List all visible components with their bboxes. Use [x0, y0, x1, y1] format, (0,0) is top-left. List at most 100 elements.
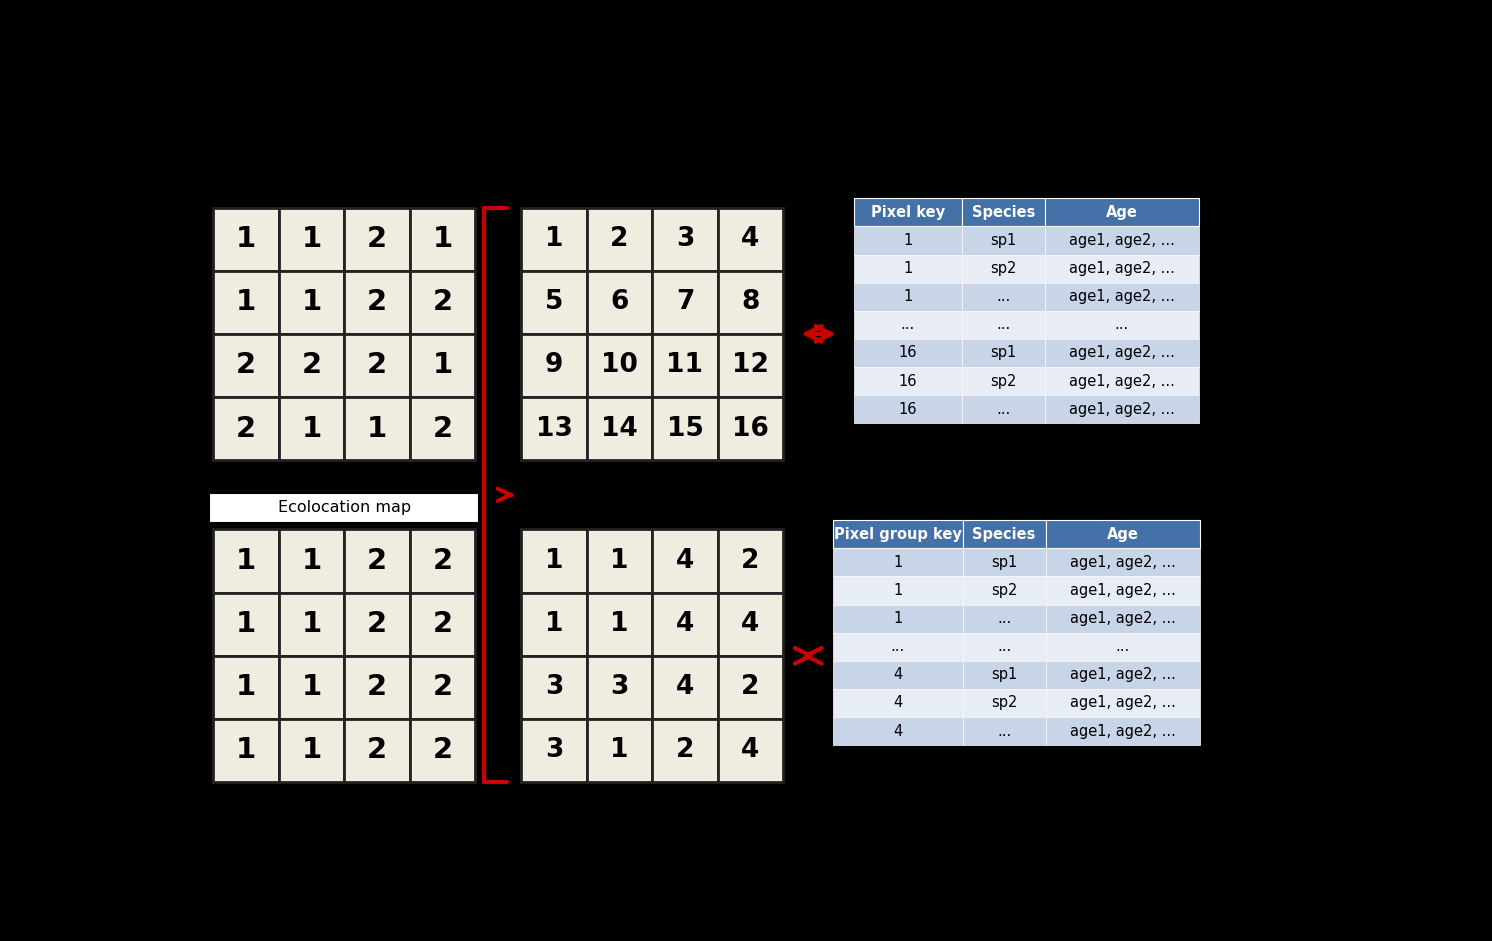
Bar: [962, 520, 1046, 549]
Bar: [833, 632, 962, 661]
Bar: [718, 208, 783, 271]
Bar: [962, 717, 1046, 745]
Bar: [853, 339, 962, 367]
Bar: [853, 282, 962, 311]
Text: 2: 2: [301, 352, 322, 379]
Text: 1: 1: [894, 611, 903, 626]
Text: 2: 2: [433, 610, 452, 638]
Text: 1: 1: [236, 288, 257, 316]
Bar: [213, 530, 279, 593]
Bar: [962, 604, 1046, 632]
Text: 4: 4: [742, 738, 759, 763]
Bar: [345, 397, 410, 460]
Text: ...: ...: [997, 402, 1010, 417]
Bar: [962, 339, 1044, 367]
Text: 2: 2: [433, 415, 452, 442]
Bar: [345, 656, 410, 719]
Bar: [410, 334, 474, 397]
Bar: [1044, 227, 1200, 255]
Bar: [586, 719, 652, 782]
Bar: [652, 397, 718, 460]
Bar: [962, 549, 1046, 577]
Text: 16: 16: [898, 402, 918, 417]
Bar: [213, 719, 279, 782]
Bar: [833, 604, 962, 632]
Bar: [1046, 549, 1200, 577]
Text: Pixel key: Pixel key: [871, 205, 944, 220]
Bar: [1044, 367, 1200, 395]
Bar: [345, 334, 410, 397]
Bar: [853, 255, 962, 282]
Text: 4: 4: [894, 724, 903, 739]
Text: ...: ...: [997, 639, 1012, 654]
Bar: [213, 334, 279, 397]
Text: age1, age2, ...: age1, age2, ...: [1068, 374, 1174, 389]
Bar: [586, 271, 652, 334]
Bar: [213, 593, 279, 656]
Bar: [213, 208, 279, 271]
Bar: [1044, 339, 1200, 367]
Bar: [718, 397, 783, 460]
Text: Species: Species: [973, 527, 1035, 542]
Bar: [962, 689, 1046, 717]
Text: 2: 2: [367, 674, 386, 701]
Text: 1: 1: [545, 612, 564, 637]
Text: 2: 2: [433, 288, 452, 316]
Text: 4: 4: [742, 226, 759, 252]
Bar: [279, 397, 345, 460]
Text: sp2: sp2: [991, 695, 1018, 710]
Text: 1: 1: [236, 737, 257, 764]
Bar: [410, 397, 474, 460]
Text: 1: 1: [301, 288, 322, 316]
Text: 12: 12: [733, 353, 768, 378]
Bar: [1044, 395, 1200, 423]
Bar: [652, 334, 718, 397]
Text: 1: 1: [894, 555, 903, 570]
Bar: [718, 593, 783, 656]
Bar: [652, 656, 718, 719]
Text: 2: 2: [236, 352, 257, 379]
Bar: [521, 656, 586, 719]
Bar: [345, 719, 410, 782]
Bar: [410, 530, 474, 593]
Text: age1, age2, ...: age1, age2, ...: [1070, 555, 1176, 570]
Text: 2: 2: [433, 547, 452, 575]
Text: ...: ...: [997, 724, 1012, 739]
Text: ...: ...: [997, 317, 1010, 332]
Bar: [410, 208, 474, 271]
Bar: [833, 577, 962, 604]
Text: 1: 1: [903, 233, 913, 248]
Text: 3: 3: [610, 675, 628, 700]
Bar: [652, 719, 718, 782]
Bar: [833, 717, 962, 745]
Bar: [853, 367, 962, 395]
Bar: [279, 656, 345, 719]
Bar: [1046, 717, 1200, 745]
Text: Age: Age: [1107, 527, 1138, 542]
Text: 3: 3: [545, 738, 564, 763]
Text: 16: 16: [898, 345, 918, 360]
Text: sp1: sp1: [991, 555, 1018, 570]
Text: 1: 1: [236, 674, 257, 701]
Text: 3: 3: [676, 226, 694, 252]
Text: 9: 9: [545, 353, 564, 378]
Text: 1: 1: [236, 610, 257, 638]
Text: sp1: sp1: [991, 345, 1016, 360]
Bar: [718, 334, 783, 397]
Bar: [410, 271, 474, 334]
Bar: [1046, 577, 1200, 604]
Text: 13: 13: [536, 416, 573, 441]
Text: 16: 16: [898, 374, 918, 389]
Text: Ecolocation map: Ecolocation map: [278, 501, 410, 516]
Bar: [279, 334, 345, 397]
Text: 2: 2: [676, 738, 694, 763]
Text: ...: ...: [1115, 317, 1129, 332]
Bar: [521, 530, 586, 593]
Bar: [833, 661, 962, 689]
Text: Pixel group key: Pixel group key: [834, 527, 962, 542]
Bar: [1044, 311, 1200, 339]
Bar: [279, 271, 345, 334]
Text: 1: 1: [545, 226, 564, 252]
Text: age1, age2, ...: age1, age2, ...: [1068, 402, 1174, 417]
Text: age1, age2, ...: age1, age2, ...: [1070, 583, 1176, 598]
